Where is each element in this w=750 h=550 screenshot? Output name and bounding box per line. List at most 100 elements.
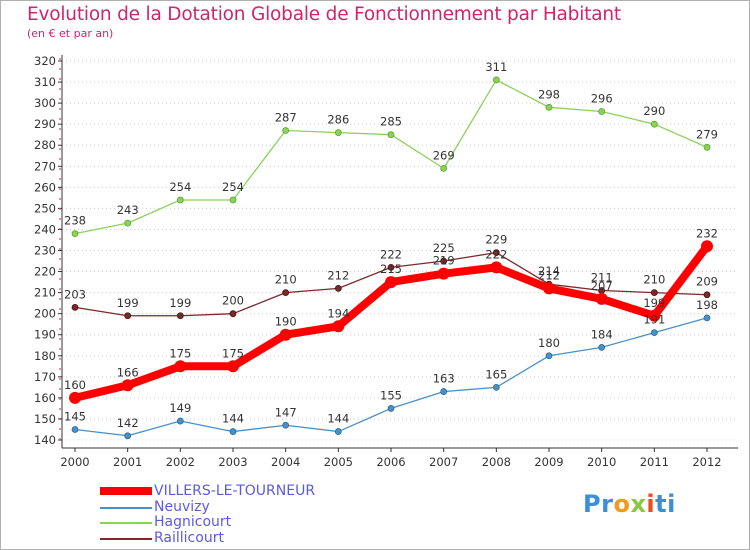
data-point [279,328,292,341]
x-tick-label: 2008 [482,455,511,469]
data-label: 199 [169,296,191,310]
x-tick-label: 2000 [60,455,89,469]
data-label: 238 [64,214,86,228]
data-label: 286 [327,113,349,127]
x-tick-label: 2007 [429,455,458,469]
data-point [282,421,290,429]
data-point [387,131,395,139]
data-point [69,391,81,404]
y-tick-label: 180 [34,349,56,363]
data-label: 212 [538,268,560,282]
data-point [124,219,132,227]
x-tick-label: 2009 [534,455,563,469]
data-label: 254 [169,180,191,194]
data-label: 191 [643,313,665,327]
x-tick-label: 2002 [166,455,195,469]
data-point [71,303,79,311]
data-label: 285 [380,115,402,129]
y-tick-label: 140 [34,433,56,447]
data-point [387,405,395,412]
data-label: 200 [222,294,244,308]
data-point [703,291,711,299]
data-point [71,426,79,433]
data-label: 225 [433,241,455,255]
x-tick-label: 2010 [587,455,616,469]
legend-label: Raillicourt [154,529,224,546]
data-point [387,263,395,271]
data-point [490,261,503,274]
data-point [703,143,711,151]
data-label: 163 [433,372,455,386]
data-point [545,352,553,360]
data-point [124,312,132,320]
y-tick-label: 210 [34,286,56,300]
chart-title: Evolution de la Dotation Globale de Fonc… [27,4,621,25]
data-point [334,428,342,435]
data-label: 175 [169,346,191,360]
data-point [334,284,342,292]
legend-label: Neuvizy [154,498,210,515]
y-tick-label: 150 [34,412,56,426]
data-label: 199 [643,296,665,310]
x-tick-label: 2003 [218,455,247,469]
legend-swatch-neuvizy [100,506,152,509]
data-label: 184 [591,327,613,341]
data-point [545,103,553,111]
legend-swatch-raillicourt [100,537,152,540]
y-tick-label: 290 [34,117,56,131]
y-tick-label: 230 [34,244,56,258]
data-label: 149 [169,401,191,415]
data-label: 222 [380,247,402,261]
data-label: 190 [275,315,297,329]
chart-subtitle: (en € et par an) [27,27,114,40]
data-point [440,388,448,395]
legend-swatch-hagnicourt [100,522,152,524]
data-point [229,196,237,204]
y-tick-label: 240 [34,222,56,236]
y-tick-label: 160 [34,391,56,405]
legend-label: Hagnicourt [154,514,232,530]
data-label: 279 [696,127,718,141]
y-tick-label: 200 [34,307,56,321]
data-label: 155 [380,388,402,402]
data-label: 211 [591,271,613,285]
data-point [385,276,397,289]
data-label: 203 [64,287,86,301]
data-point [598,108,606,115]
y-tick-label: 260 [34,180,56,194]
data-label: 287 [275,110,297,124]
data-point [543,282,555,295]
data-label: 229 [485,233,507,247]
data-point [176,312,184,320]
data-point [650,120,658,128]
data-label: 311 [485,60,507,74]
data-label: 296 [591,92,613,106]
proxiti-logo: Proxiti [583,490,676,518]
data-label: 147 [275,405,297,419]
x-tick-label: 2005 [324,455,353,469]
data-point [334,129,342,136]
x-tick-label: 2011 [640,455,669,469]
data-label: 215 [380,262,402,276]
data-label: 144 [222,412,244,426]
data-label: 254 [222,180,244,194]
data-point [595,292,608,305]
data-label: 214 [538,264,560,278]
data-label: 144 [327,412,349,426]
y-tick-label: 220 [34,265,56,279]
x-tick-label: 2001 [113,455,142,469]
data-label: 232 [696,226,718,240]
x-tick-label: 2006 [376,455,405,469]
data-point [332,320,345,333]
data-label: 142 [117,416,139,430]
legend-swatch-villers [100,487,152,495]
data-label: 212 [327,268,349,282]
y-tick-label: 170 [34,370,56,384]
data-label: 210 [643,273,665,287]
data-label: 243 [117,203,139,217]
data-label: 222 [485,247,507,261]
data-label: 219 [433,254,455,268]
y-tick-label: 190 [34,328,56,342]
